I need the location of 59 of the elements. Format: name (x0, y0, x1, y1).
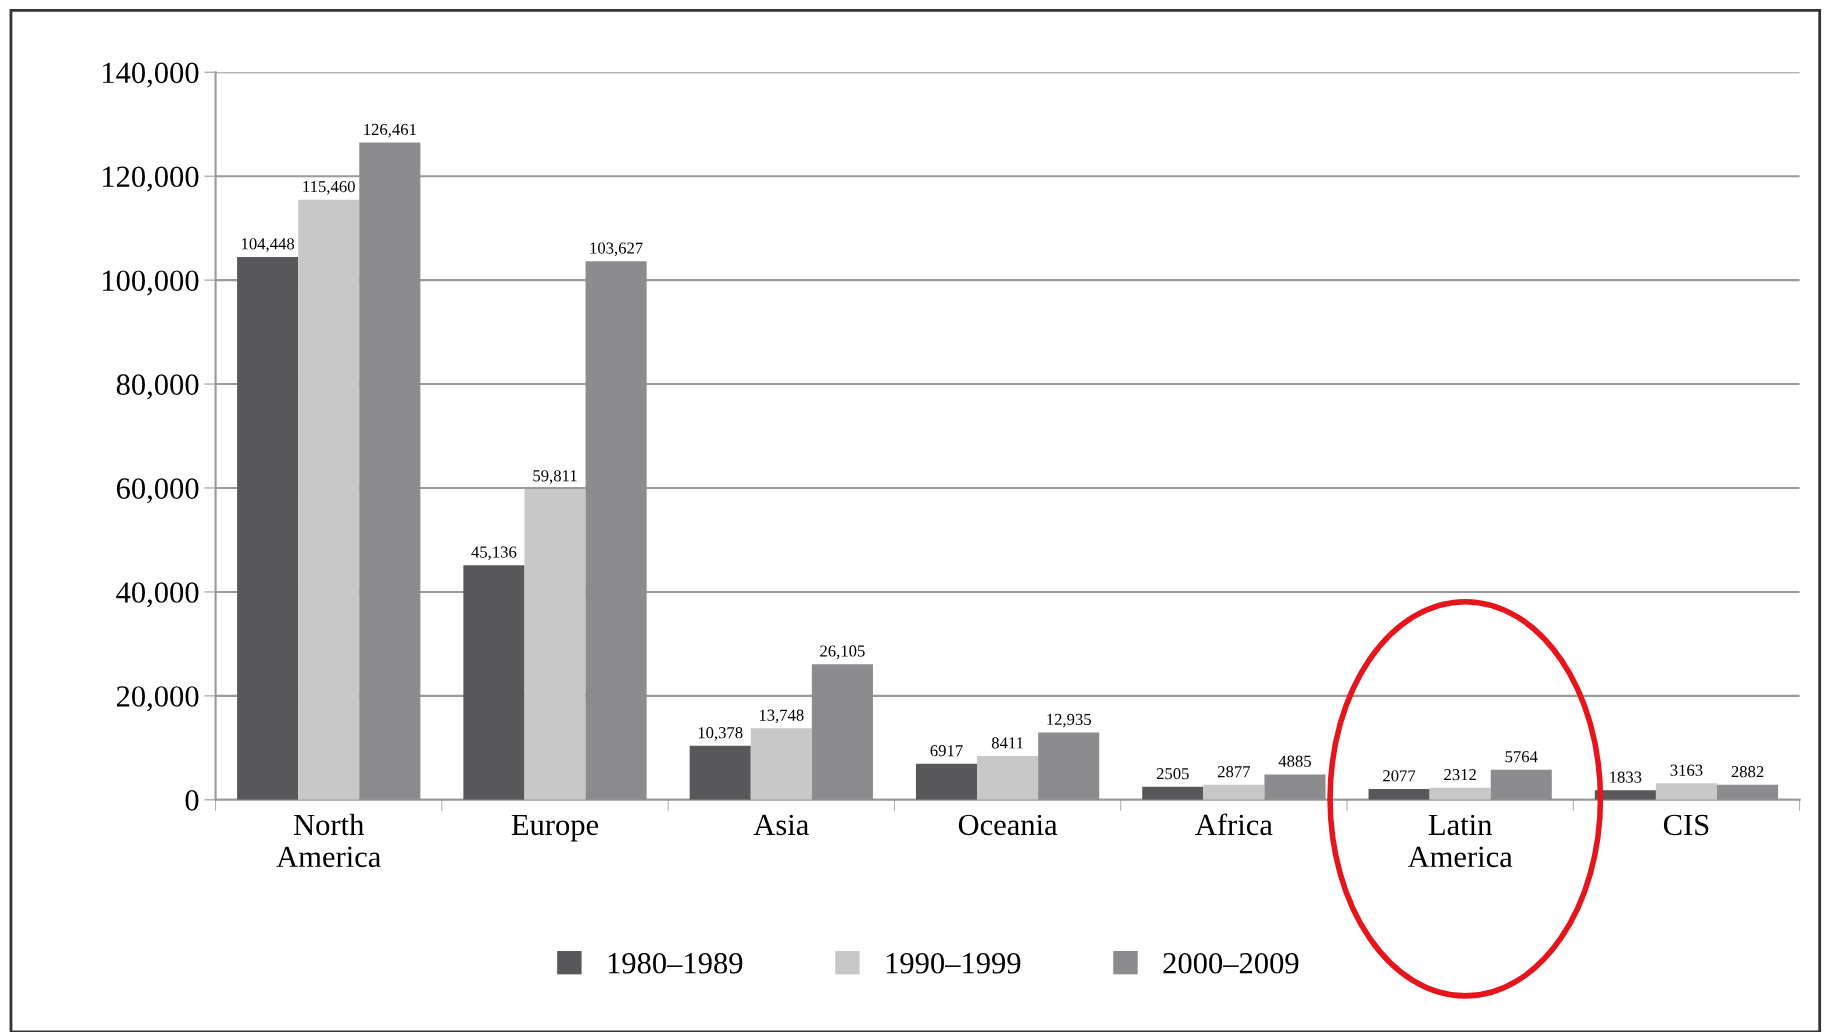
bar (1490, 769, 1552, 800)
data-label: 3163 (1670, 764, 1703, 776)
data-label: 5764 (1505, 751, 1538, 763)
x-tick-label: CIS (1663, 814, 1709, 836)
data-label: 59,811 (533, 470, 577, 484)
legend-label: 1980–1989 (608, 952, 743, 974)
bar (1717, 784, 1779, 800)
data-label: 104,448 (242, 238, 295, 252)
data-label: 115,460 (303, 180, 355, 195)
y-tick-label: 120,000 (103, 166, 199, 192)
bar (1203, 784, 1265, 800)
x-tick-label: Asia (753, 814, 809, 836)
x-tick-label: Oceania (958, 814, 1058, 836)
bar (237, 257, 299, 800)
legend-label: 1990–1999 (886, 952, 1021, 974)
bar (1368, 789, 1430, 800)
data-label: 2882 (1731, 766, 1764, 778)
data-label: 2505 (1156, 767, 1189, 780)
data-label: 12,935 (1047, 713, 1091, 728)
data-label: 45,136 (471, 546, 517, 561)
data-label: 6917 (930, 745, 963, 757)
x-tick-label: Africa (1195, 813, 1273, 836)
bar (811, 664, 873, 800)
y-tick-label: 60,000 (116, 478, 199, 504)
data-label: 103,627 (590, 242, 643, 257)
bar (689, 745, 751, 800)
bar (1655, 783, 1717, 800)
x-tick-label: Latin America (1407, 814, 1513, 868)
bar (1142, 786, 1204, 800)
y-tick-label: 0 (185, 790, 199, 811)
data-label: 13,748 (759, 709, 804, 724)
data-label: 26,105 (820, 645, 865, 659)
y-tick-label: 40,000 (116, 582, 199, 608)
data-label: 8411 (991, 737, 1023, 749)
bar (1038, 732, 1100, 800)
bar (977, 756, 1039, 800)
bar (524, 488, 586, 800)
data-label: 2877 (1217, 766, 1251, 778)
bar (359, 142, 421, 800)
data-label: 10,378 (698, 727, 743, 741)
bar (298, 199, 360, 800)
data-label: 126,461 (364, 123, 416, 138)
bar (463, 565, 525, 800)
data-label: 4885 (1278, 755, 1311, 767)
legend-label: 2000–2009 (1163, 952, 1299, 974)
y-tick-label: 140,000 (103, 62, 199, 88)
data-label: 2077 (1383, 770, 1416, 782)
bar (915, 763, 978, 800)
y-tick-label: 100,000 (103, 270, 199, 296)
bar (585, 261, 647, 800)
bar (1429, 787, 1491, 800)
y-tick-label: 20,000 (116, 686, 199, 712)
data-label: 1833 (1610, 771, 1642, 783)
y-tick-label: 80,000 (116, 374, 199, 400)
data-label: 2312 (1444, 769, 1476, 781)
x-tick-label: Europe (511, 814, 599, 842)
bar (1264, 774, 1326, 800)
bar (750, 728, 812, 800)
x-tick-label: North America (276, 813, 381, 868)
